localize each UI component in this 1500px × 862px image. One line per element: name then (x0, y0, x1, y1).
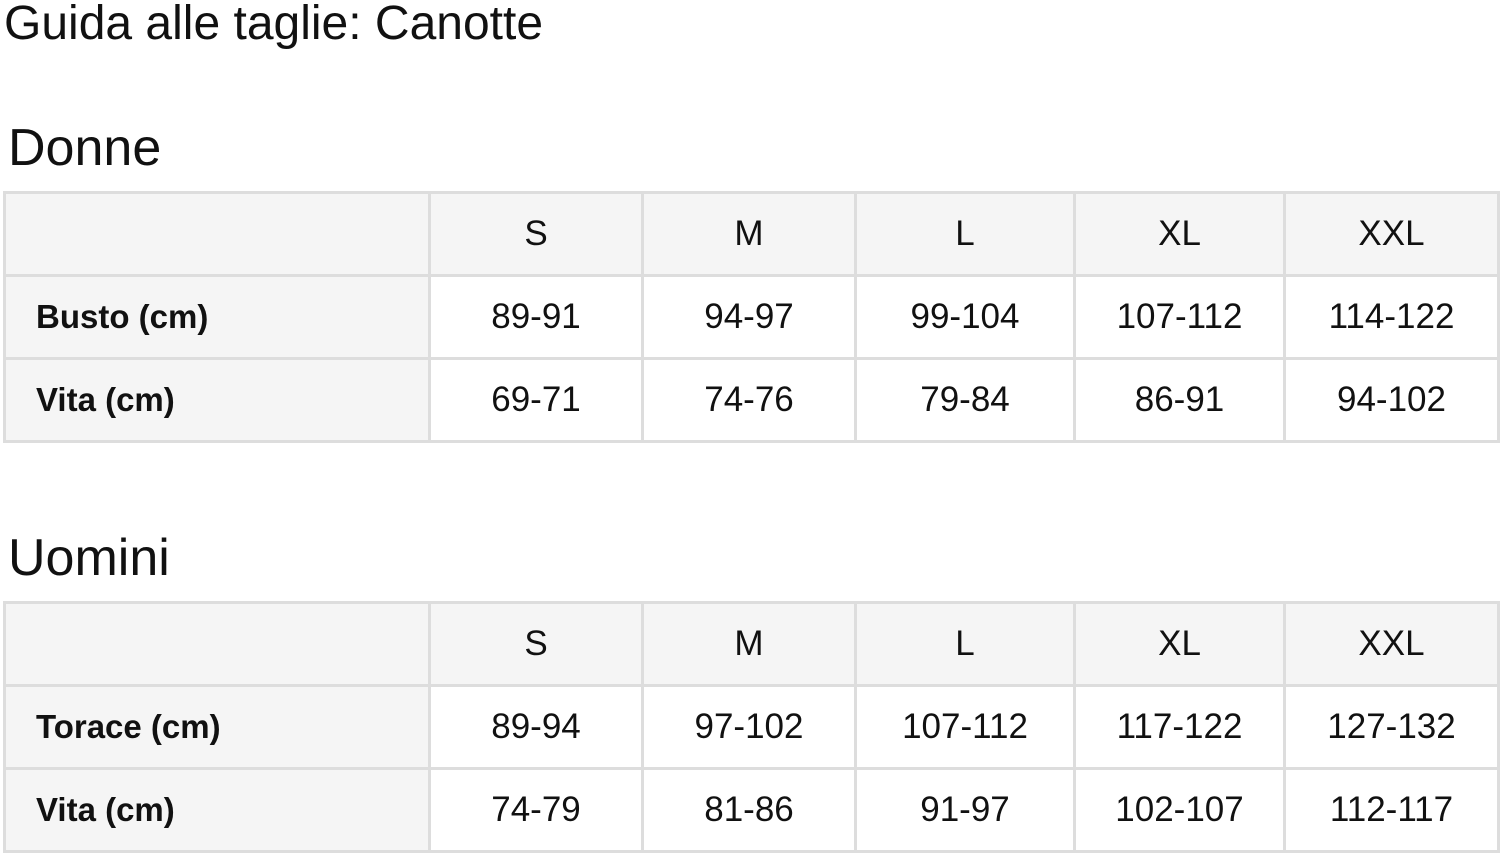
row-label: Vita (cm) (3, 767, 431, 853)
size-header: M (641, 601, 857, 687)
size-header: M (641, 191, 857, 277)
table-row: Busto (cm) 89-91 94-97 99-104 107-112 114-122 (3, 274, 1500, 360)
size-header: XL (1073, 191, 1286, 277)
measurement-cell: 74-79 (428, 767, 644, 853)
size-header: S (428, 601, 644, 687)
header-row: S M L XL XXL (3, 601, 1500, 687)
measurement-cell: 107-112 (1073, 274, 1286, 360)
measurement-cell: 89-94 (428, 684, 644, 770)
measurement-cell: 114-122 (1283, 274, 1500, 360)
measurement-cell: 97-102 (641, 684, 857, 770)
measurement-cell: 94-102 (1283, 357, 1500, 443)
table-row: Vita (cm) 69-71 74-76 79-84 86-91 94-102 (3, 357, 1500, 443)
measurement-cell: 89-91 (428, 274, 644, 360)
measurement-cell: 107-112 (854, 684, 1076, 770)
size-header: S (428, 191, 644, 277)
row-label: Torace (cm) (3, 684, 431, 770)
table-row: Vita (cm) 74-79 81-86 91-97 102-107 112-117 (3, 767, 1500, 853)
measurement-cell: 91-97 (854, 767, 1076, 853)
row-label: Vita (cm) (3, 357, 431, 443)
empty-header-cell (3, 601, 431, 687)
measurement-cell: 94-97 (641, 274, 857, 360)
measurement-cell: 79-84 (854, 357, 1076, 443)
page-title: Guida alle taglie: Canotte (4, 0, 544, 50)
measurement-cell: 86-91 (1073, 357, 1286, 443)
header-row: S M L XL XXL (3, 191, 1500, 277)
size-table-uomini: S M L XL XXL Torace (cm) 89-94 97-102 107-112 117… (3, 601, 1500, 853)
size-header: L (854, 601, 1076, 687)
empty-header-cell (3, 191, 431, 277)
row-label: Busto (cm) (3, 274, 431, 360)
measurement-cell: 112-117 (1283, 767, 1500, 853)
section-heading-donne: Donne (8, 119, 162, 177)
size-header: XL (1073, 601, 1286, 687)
measurement-cell: 117-122 (1073, 684, 1286, 770)
measurement-cell: 81-86 (641, 767, 857, 853)
measurement-cell: 74-76 (641, 357, 857, 443)
size-header: XXL (1283, 191, 1500, 277)
measurement-cell: 99-104 (854, 274, 1076, 360)
measurement-cell: 102-107 (1073, 767, 1286, 853)
section-heading-uomini: Uomini (8, 529, 170, 587)
size-header: L (854, 191, 1076, 277)
size-table-donne: S M L XL XXL Busto (cm) 89-91 94-97 99-104 107-11… (3, 191, 1500, 443)
size-header: XXL (1283, 601, 1500, 687)
table-row: Torace (cm) 89-94 97-102 107-112 117-122 127-… (3, 684, 1500, 770)
measurement-cell: 127-132 (1283, 684, 1500, 770)
measurement-cell: 69-71 (428, 357, 644, 443)
